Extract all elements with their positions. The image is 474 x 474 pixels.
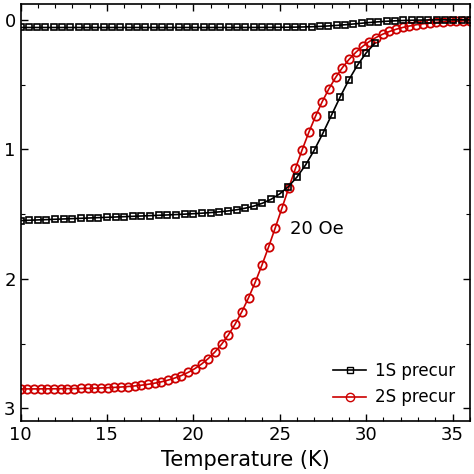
2S precur [279, 205, 285, 210]
2S precur [273, 225, 278, 230]
2S precur [118, 384, 124, 390]
2S precur [125, 383, 131, 389]
1S precur [126, 25, 132, 30]
1S precur [184, 25, 190, 30]
2S precur [454, 18, 459, 24]
Legend: 1S precur, 2S precur: 1S precur, 2S precur [327, 356, 462, 413]
Text: 20 Oe: 20 Oe [290, 219, 344, 237]
Line: 2S precur: 2S precur [17, 17, 474, 393]
Line: 1S precur: 1S precur [17, 16, 474, 31]
1S precur [68, 25, 73, 30]
1S precur [101, 25, 107, 30]
1S precur [467, 17, 473, 23]
1S precur [417, 17, 423, 23]
2S precur [18, 386, 23, 392]
X-axis label: Temperature (K): Temperature (K) [161, 450, 329, 470]
2S precur [420, 21, 426, 27]
1S precur [459, 17, 465, 23]
2S precur [467, 18, 473, 24]
1S precur [18, 25, 23, 30]
